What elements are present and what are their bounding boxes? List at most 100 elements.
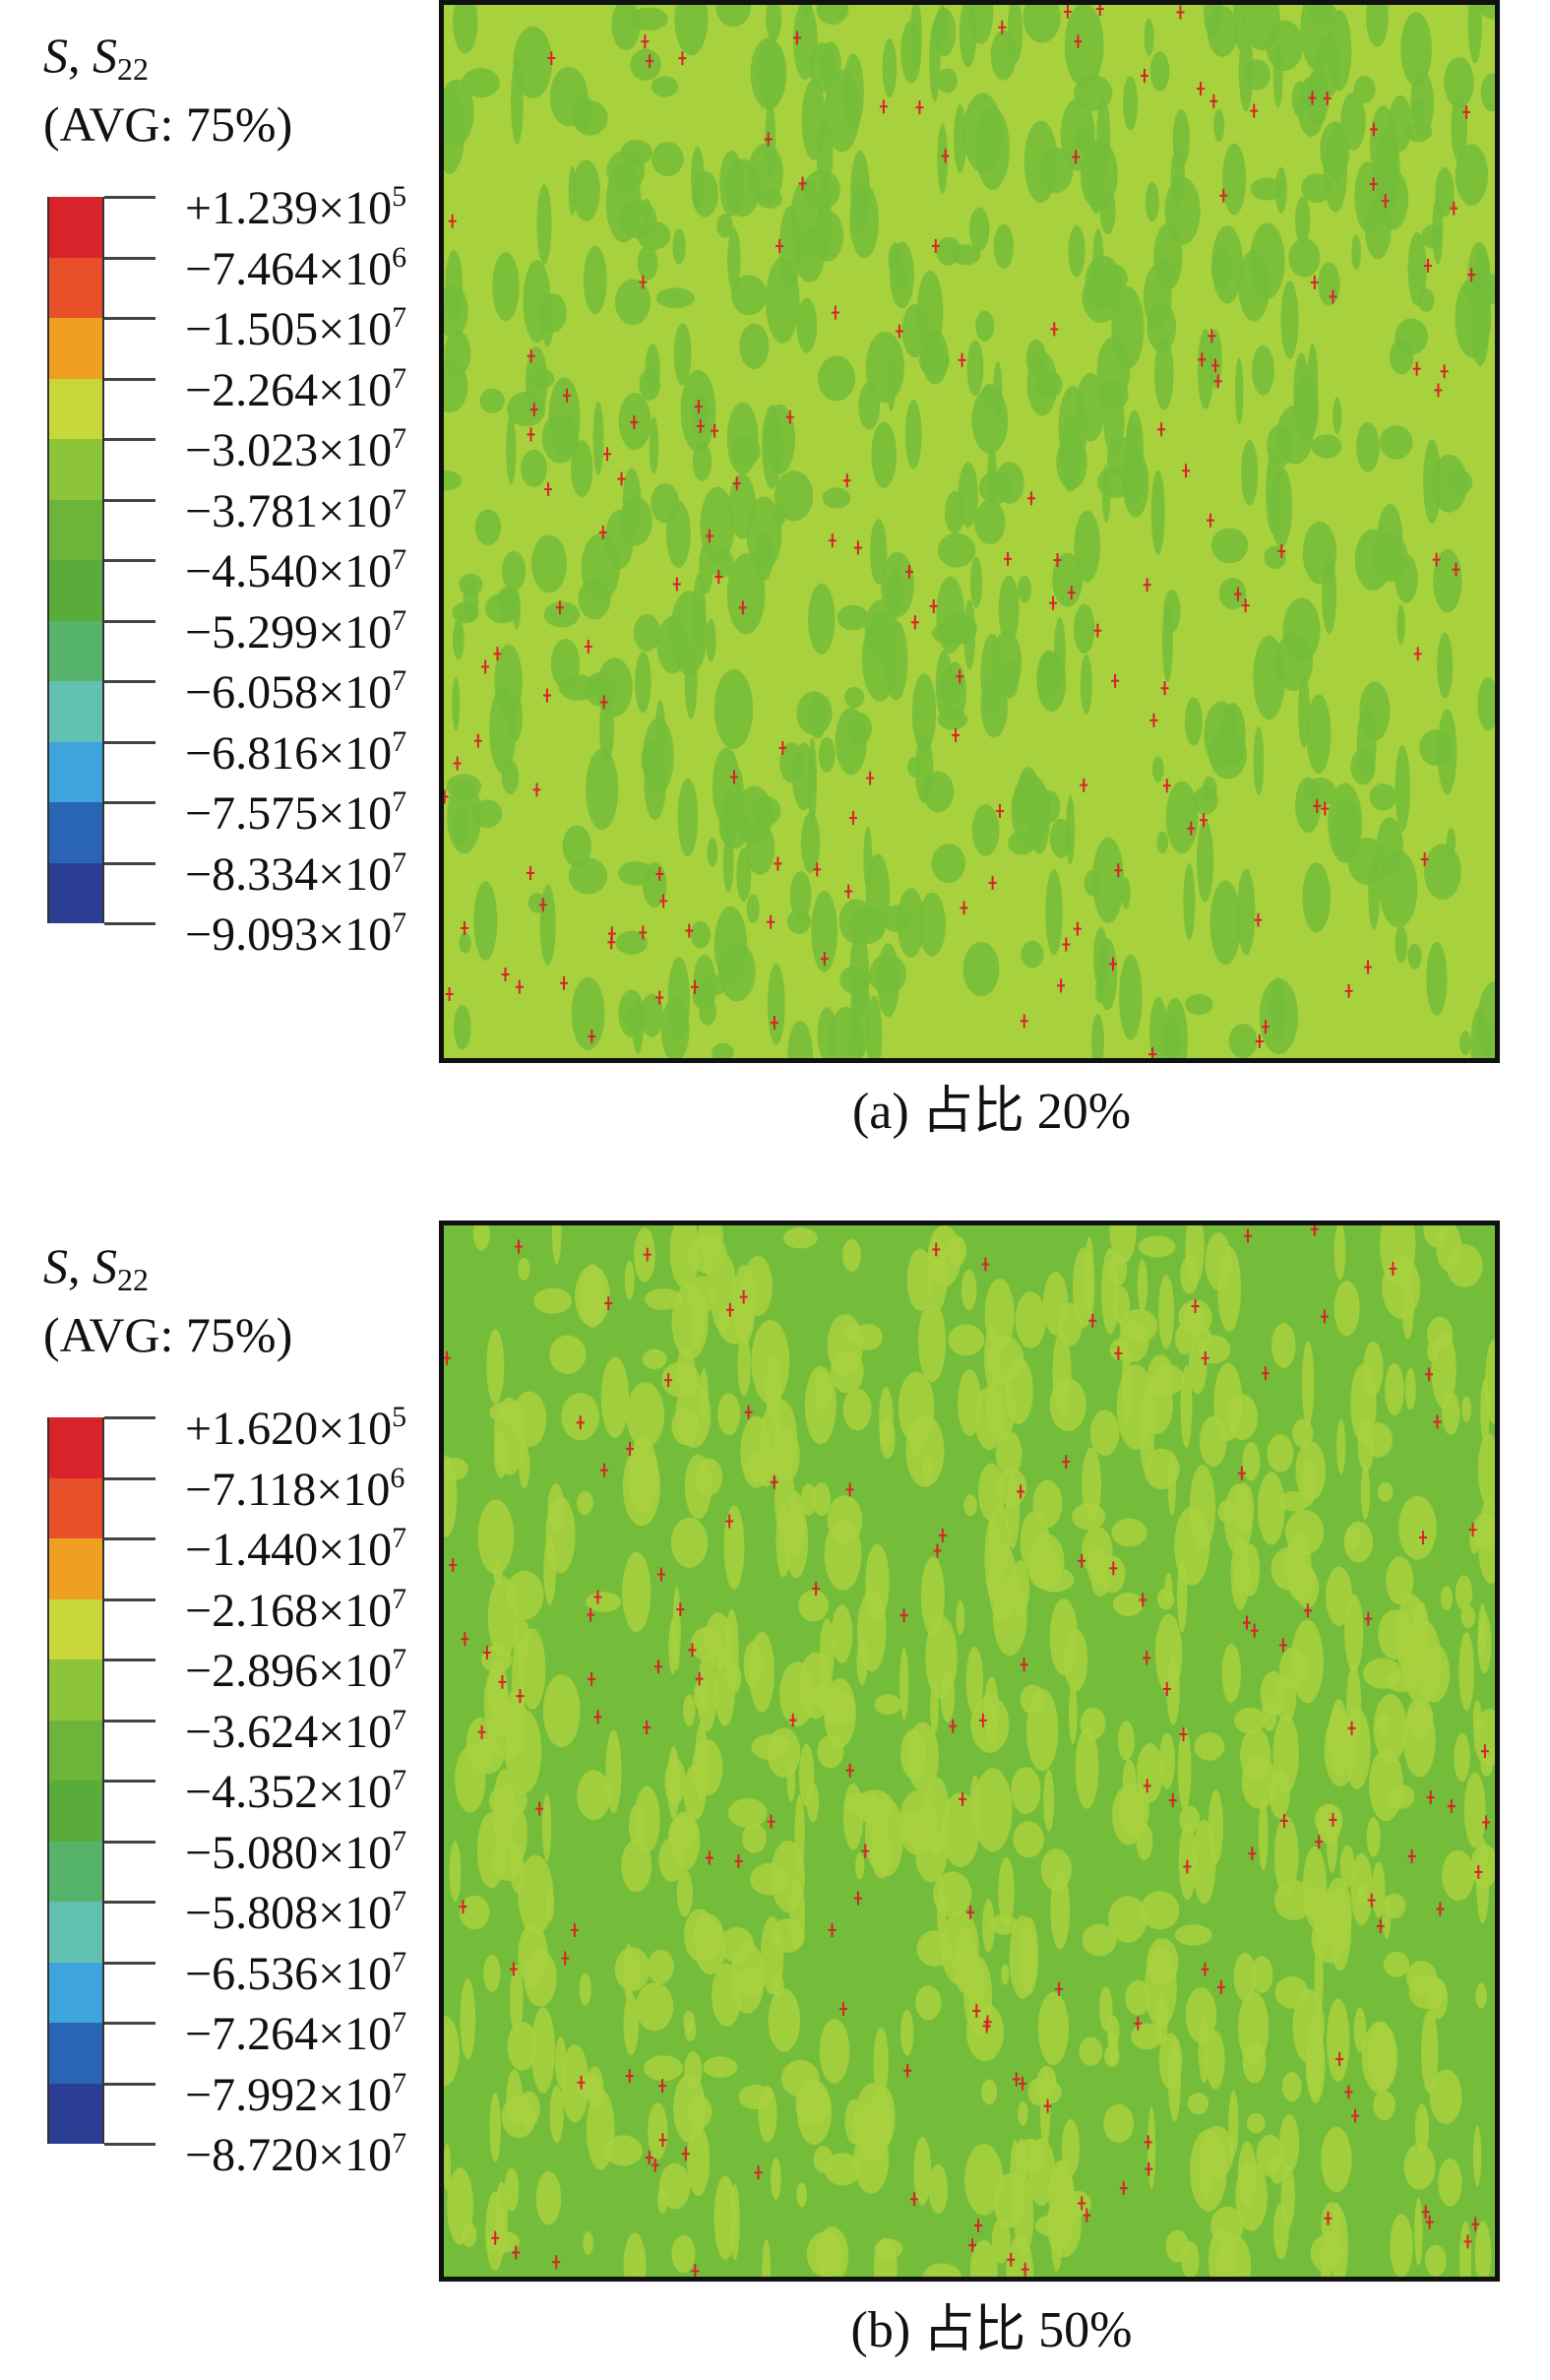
stress-hotspot [1250,103,1259,118]
contour-blob [660,997,690,1058]
contour-blob [578,578,611,620]
contour-blob [477,1499,515,1575]
stress-hotspot [813,862,822,877]
contour-blob [1272,2202,1289,2260]
contour-blob [1366,1817,1381,1857]
contour-blob [945,490,965,534]
contour-blob [812,1482,832,1517]
contour-blob [899,1648,909,1720]
stress-hotspot [1424,258,1433,273]
contour-blob [803,169,840,210]
stress-hotspot [1482,1815,1491,1830]
contour-blob [683,1694,696,1726]
contour-blob [750,37,787,110]
stress-hotspot [655,867,664,882]
stress-hotspot [552,2255,561,2270]
contour-blob [800,1483,818,1516]
contour-blob [526,346,548,416]
stress-hotspot [493,647,502,661]
stress-hotspot [968,2238,977,2253]
contour-blob [948,1324,985,1356]
contour-blob [562,825,592,867]
contour-blob [483,1667,509,1738]
color-swatch [47,1902,104,1963]
contour-blob [887,353,897,411]
contour-blob [1213,108,1225,143]
contour-blob [1068,225,1085,278]
legend-tick [104,922,155,925]
contour-blob [1023,5,1061,43]
contour-blob [644,1288,683,1310]
contour-blob [687,2125,711,2197]
contour-blob [642,1348,667,1369]
contour-blob [1459,2221,1472,2277]
contour-blob [941,613,977,645]
contour-blob [1242,1441,1261,1481]
contour-blob [1288,237,1321,278]
contour-blob [1295,196,1311,245]
stress-hotspot [909,2192,918,2207]
stress-hotspot [1248,1847,1257,1861]
stress-hotspot [646,54,654,69]
contour-blob [1339,1845,1355,1888]
contour-blob [459,932,471,954]
contour-blob [1377,1481,1394,1502]
stress-hotspot [544,482,553,497]
stress-hotspot [1208,329,1216,344]
contour-blob [1015,1291,1046,1348]
contour-blob [827,1495,863,1545]
contour-blob [1145,1945,1177,2029]
contour-blob [1480,73,1495,112]
stress-hotspot [1043,2098,1052,2113]
contour-blob [937,1879,947,1943]
contour-blob [941,1910,979,1986]
contour-blob [1089,1409,1120,1456]
contour-blob [808,693,828,739]
stress-hotspot [842,473,851,488]
stress-hotspot [444,1350,452,1365]
contour-blob [459,1895,490,1930]
stress-hotspot [658,2133,667,2148]
contour-blob [633,613,661,652]
stress-hotspot [1321,801,1330,816]
stress-hotspot [1062,937,1071,952]
contour-blob [444,1455,458,1537]
stress-hotspot [604,1296,613,1311]
legend-tick-label: −2.896×107 [185,1643,407,1697]
contour-blob [899,1809,936,1855]
contour-blob [1092,228,1104,301]
contour-blob [692,441,713,481]
stress-hotspot [607,935,616,950]
contour-blob [770,1918,805,1953]
contour-blob [1302,1459,1316,1507]
contour-blob [798,1590,830,1622]
stress-hotspot [1255,1033,1264,1048]
stress-hotspot [1111,673,1120,688]
stress-hotspot [481,659,490,674]
contour-blob [1238,29,1254,112]
contour-blob [1137,1259,1148,1312]
color-swatch [47,681,104,742]
contour-blob [615,930,648,956]
stress-hotspot [1329,289,1337,304]
stress-hotspot [501,967,510,981]
contour-blob [677,778,699,857]
stress-hotspot [1474,1864,1483,1879]
stress-hotspot [1108,957,1117,971]
contour-blob [822,487,851,509]
contour-blob [1353,2007,1367,2053]
stress-hotspot [1243,1228,1252,1243]
stress-hotspot [1187,821,1196,836]
contour-blob [1269,2156,1287,2184]
stress-hotspot [1434,383,1443,398]
stress-hotspot [1168,1793,1177,1808]
contour-blob [900,1728,927,1780]
contour-blob [1326,1566,1353,1626]
contour-blob [1056,435,1087,490]
stress-hotspot [1019,2076,1027,2091]
contour-blob [1467,5,1482,64]
contour-blob [1291,81,1309,118]
stress-hotspot [681,2147,690,2161]
contour-blob [871,421,898,488]
contour-blob [743,1641,763,1688]
